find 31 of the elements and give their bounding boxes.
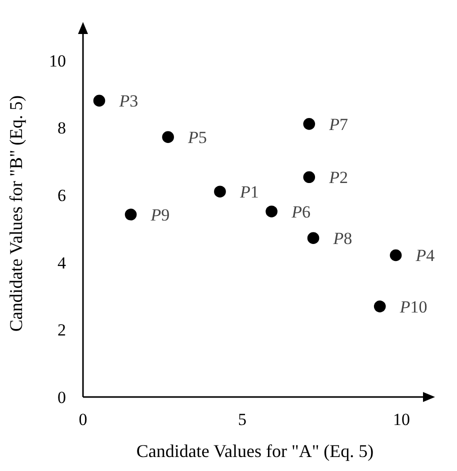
annotation: P2 bbox=[328, 168, 348, 188]
y-tick-label: 6 bbox=[58, 186, 66, 205]
point bbox=[124, 208, 137, 220]
annotation: P1 bbox=[238, 182, 259, 202]
point bbox=[214, 186, 226, 198]
y-tick-label: 2 bbox=[58, 320, 66, 340]
y-tick-label: 8 bbox=[58, 118, 66, 138]
point bbox=[303, 118, 316, 130]
point bbox=[93, 94, 106, 107]
x-tick-label: 5 bbox=[238, 410, 247, 429]
annotation: P6 bbox=[290, 202, 310, 222]
x-axis-title: Candidate Values for "A" (Eq. 5) bbox=[136, 441, 374, 461]
annotation: P4 bbox=[414, 246, 436, 266]
point bbox=[162, 131, 174, 143]
y-tick-label: 10 bbox=[49, 51, 66, 70]
point bbox=[374, 300, 386, 312]
y-tick-label: 0 bbox=[58, 388, 66, 407]
point bbox=[266, 206, 278, 218]
annotation: P7 bbox=[328, 114, 349, 134]
x-tick-label: 10 bbox=[393, 410, 410, 429]
y-axis-title: Candidate Values for "B" (Eq. 5) bbox=[6, 95, 26, 332]
annotation: P3 bbox=[118, 92, 138, 111]
point bbox=[303, 171, 316, 184]
y-tick-label: 4 bbox=[58, 253, 66, 272]
annotation: P5 bbox=[187, 128, 207, 148]
annotation: P9 bbox=[150, 205, 170, 224]
annotation: P10 bbox=[398, 297, 428, 316]
point bbox=[390, 249, 402, 262]
point bbox=[307, 232, 320, 244]
annotation: P8 bbox=[332, 229, 352, 248]
x-tick-label: 0 bbox=[78, 410, 88, 429]
